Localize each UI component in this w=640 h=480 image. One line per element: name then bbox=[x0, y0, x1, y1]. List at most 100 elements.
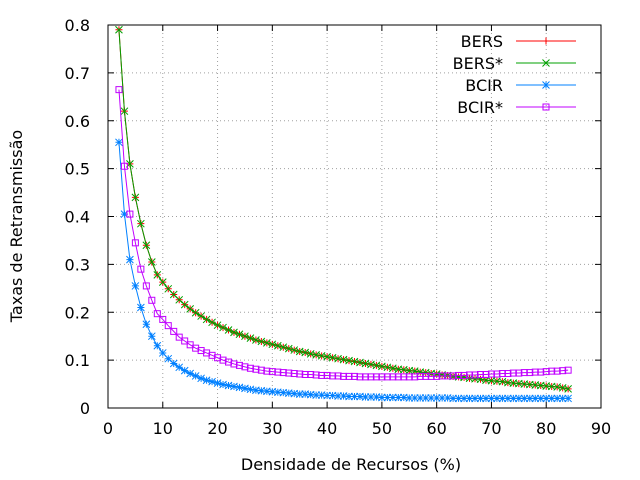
data-point-marker bbox=[224, 381, 233, 390]
series-plot-area bbox=[115, 25, 572, 403]
x-tick-label: 10 bbox=[153, 419, 173, 438]
data-point-marker bbox=[115, 138, 123, 147]
data-point-marker bbox=[202, 376, 211, 385]
data-point-marker bbox=[558, 394, 567, 403]
data-point-marker bbox=[290, 389, 299, 398]
data-point-marker bbox=[230, 328, 238, 337]
data-point-marker bbox=[367, 373, 375, 381]
legend-item: BERS bbox=[461, 32, 576, 51]
data-point-marker bbox=[410, 394, 419, 402]
data-point-marker bbox=[438, 394, 446, 402]
x-tick-label: 70 bbox=[481, 419, 501, 438]
data-point-marker bbox=[285, 369, 293, 377]
data-point-marker bbox=[208, 377, 216, 386]
data-point-marker bbox=[515, 369, 523, 377]
x-tick-label: 20 bbox=[207, 419, 227, 438]
data-point-marker bbox=[471, 371, 479, 379]
data-point-marker bbox=[120, 210, 129, 218]
legend-marker bbox=[542, 103, 550, 111]
data-point-marker bbox=[263, 387, 271, 396]
data-point-marker bbox=[537, 368, 545, 376]
x-axis-label: Densidade de Recursos (%) bbox=[241, 455, 461, 474]
data-point-marker bbox=[542, 368, 550, 376]
data-point-marker bbox=[432, 394, 441, 402]
data-point-marker bbox=[405, 373, 413, 381]
series-bers-star bbox=[115, 25, 572, 393]
data-point-marker bbox=[525, 394, 534, 403]
data-point-marker bbox=[191, 372, 200, 380]
data-point-marker bbox=[531, 368, 539, 376]
data-point-marker bbox=[466, 371, 474, 379]
data-point-marker bbox=[520, 369, 528, 377]
data-point-marker bbox=[378, 393, 386, 402]
data-point-marker bbox=[482, 394, 490, 403]
data-point-marker bbox=[197, 347, 205, 355]
data-point-marker bbox=[509, 369, 517, 377]
data-point-marker bbox=[180, 300, 189, 309]
data-point-marker bbox=[180, 366, 189, 375]
y-tick-label: 0 bbox=[80, 399, 90, 418]
data-point-marker bbox=[328, 391, 337, 400]
data-point-marker bbox=[476, 394, 485, 403]
data-point-marker bbox=[126, 255, 134, 264]
data-point-marker bbox=[158, 349, 167, 357]
data-point-marker bbox=[208, 318, 216, 327]
data-point-marker bbox=[230, 382, 238, 391]
data-point-marker bbox=[400, 373, 408, 381]
data-point-marker bbox=[137, 303, 145, 312]
data-point-marker bbox=[487, 370, 495, 378]
data-point-marker bbox=[274, 368, 282, 376]
data-point-marker bbox=[213, 321, 222, 330]
data-point-marker bbox=[268, 387, 277, 396]
data-point-marker bbox=[318, 371, 326, 379]
legend-label: BERS* bbox=[453, 54, 503, 73]
legend-label: BCIR bbox=[465, 76, 503, 95]
data-point-marker bbox=[323, 371, 331, 379]
data-point-marker bbox=[372, 373, 380, 381]
series-bcir-star bbox=[115, 86, 572, 381]
data-point-marker bbox=[394, 393, 403, 402]
data-point-marker bbox=[131, 193, 140, 202]
data-point-marker bbox=[153, 341, 162, 350]
y-tick-label: 0.5 bbox=[65, 160, 90, 179]
data-point-marker bbox=[290, 370, 298, 378]
data-point-marker bbox=[526, 369, 534, 377]
data-point-marker bbox=[411, 373, 419, 381]
data-point-marker bbox=[383, 393, 392, 402]
x-tick-label: 50 bbox=[372, 419, 392, 438]
data-point-marker bbox=[416, 372, 424, 380]
y-tick-labels: 0 0.1 0.2 0.3 0.4 0.5 0.6 0.7 0.8 bbox=[65, 16, 90, 418]
data-point-marker bbox=[312, 391, 321, 399]
data-point-marker bbox=[164, 354, 173, 363]
data-point-marker bbox=[252, 365, 260, 373]
y-tick-label: 0.6 bbox=[65, 112, 90, 131]
data-point-marker bbox=[329, 372, 337, 380]
data-point-marker bbox=[142, 320, 151, 329]
data-point-marker bbox=[197, 312, 205, 320]
data-point-marker bbox=[553, 367, 561, 375]
data-point-marker bbox=[564, 394, 572, 403]
data-point-marker bbox=[263, 367, 271, 375]
data-point-marker bbox=[514, 394, 523, 403]
data-point-marker bbox=[504, 370, 512, 378]
data-point-marker bbox=[465, 394, 474, 403]
data-point-marker bbox=[219, 356, 227, 364]
data-point-marker bbox=[246, 334, 255, 342]
data-point-marker bbox=[559, 367, 567, 375]
data-point-marker bbox=[181, 337, 189, 345]
data-point-marker bbox=[427, 394, 436, 402]
data-point-marker bbox=[334, 392, 342, 400]
data-point-marker bbox=[356, 392, 364, 401]
data-point-marker bbox=[564, 384, 572, 393]
data-point-marker bbox=[295, 390, 304, 398]
data-point-marker bbox=[131, 239, 139, 247]
data-point-marker bbox=[219, 380, 227, 389]
data-point-marker bbox=[246, 364, 254, 372]
data-point-marker bbox=[273, 388, 282, 397]
data-point-marker bbox=[509, 394, 518, 403]
x-tick-label: 0 bbox=[103, 419, 113, 438]
data-point-marker bbox=[224, 326, 233, 334]
data-point-marker bbox=[284, 389, 293, 398]
data-point-marker bbox=[153, 310, 161, 318]
